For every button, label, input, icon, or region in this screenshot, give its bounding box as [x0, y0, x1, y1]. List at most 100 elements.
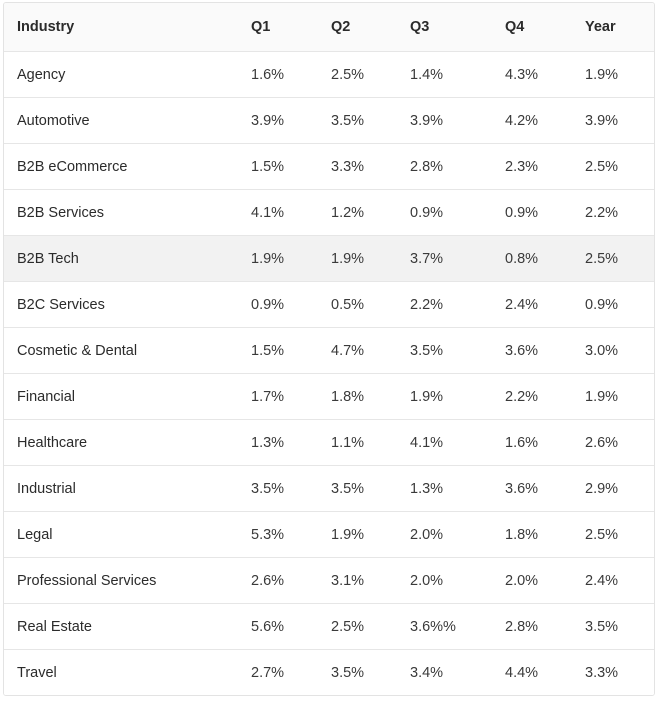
cell-industry: B2B Tech — [4, 235, 238, 282]
table-row: Healthcare 1.3% 1.1% 4.1% 1.6% 2.6% — [4, 419, 654, 466]
cell-q2: 2.5% — [318, 51, 397, 98]
table-row: Cosmetic & Dental 1.5% 4.7% 3.5% 3.6% 3.0% — [4, 327, 654, 374]
cell-q2: 2.5% — [318, 603, 397, 650]
cell-q3: 2.0% — [397, 511, 492, 558]
cell-q2: 3.5% — [318, 649, 397, 695]
table-row: B2B eCommerce 1.5% 3.3% 2.8% 2.3% 2.5% — [4, 143, 654, 190]
cell-q4: 2.0% — [492, 557, 572, 604]
industry-rates-table: Industry Q1 Q2 Q3 Q4 Year Agency 1.6% 2.5%… — [3, 2, 655, 696]
cell-q2: 3.3% — [318, 143, 397, 190]
cell-q4: 4.2% — [492, 97, 572, 144]
cell-q4: 2.2% — [492, 373, 572, 420]
cell-q3: 1.9% — [397, 373, 492, 420]
table-header: Industry Q1 Q2 Q3 Q4 Year — [4, 3, 654, 52]
cell-q4: 3.6% — [492, 327, 572, 374]
cell-q4: 2.8% — [492, 603, 572, 650]
cell-q1: 5.6% — [238, 603, 318, 650]
table-row: Real Estate 5.6% 2.5% 3.6%% 2.8% 3.5% — [4, 603, 654, 650]
table-body: Agency 1.6% 2.5% 1.4% 4.3% 1.9% Automotive 3.9%… — [4, 51, 654, 695]
header-q2: Q2 — [318, 3, 397, 52]
cell-q3: 4.1% — [397, 419, 492, 466]
cell-year: 2.5% — [572, 511, 654, 558]
cell-q1: 3.9% — [238, 97, 318, 144]
table-row: B2B Tech 1.9% 1.9% 3.7% 0.8% 2.5% — [4, 235, 654, 282]
cell-q2: 3.1% — [318, 557, 397, 604]
cell-year: 3.5% — [572, 603, 654, 650]
table-row: Industrial 3.5% 3.5% 1.3% 3.6% 2.9% — [4, 465, 654, 512]
cell-q4: 4.4% — [492, 649, 572, 695]
cell-year: 1.9% — [572, 373, 654, 420]
cell-q1: 3.5% — [238, 465, 318, 512]
cell-industry: Automotive — [4, 97, 238, 144]
cell-q1: 2.6% — [238, 557, 318, 604]
cell-q4: 0.8% — [492, 235, 572, 282]
cell-q4: 0.9% — [492, 189, 572, 236]
cell-industry: Travel — [4, 649, 238, 695]
table-row: Legal 5.3% 1.9% 2.0% 1.8% 2.5% — [4, 511, 654, 558]
cell-q3: 2.8% — [397, 143, 492, 190]
header-q3: Q3 — [397, 3, 492, 52]
table-row: B2B Services 4.1% 1.2% 0.9% 0.9% 2.2% — [4, 189, 654, 236]
table-row: Agency 1.6% 2.5% 1.4% 4.3% 1.9% — [4, 51, 654, 98]
cell-q1: 1.5% — [238, 143, 318, 190]
cell-q4: 1.8% — [492, 511, 572, 558]
cell-q3: 3.6%% — [397, 603, 492, 650]
cell-year: 2.4% — [572, 557, 654, 604]
data-table: Industry Q1 Q2 Q3 Q4 Year Agency 1.6% 2.5%… — [4, 3, 654, 695]
cell-q2: 1.2% — [318, 189, 397, 236]
cell-industry: Professional Services — [4, 557, 238, 604]
cell-q4: 2.4% — [492, 281, 572, 328]
table-row: Professional Services 2.6% 3.1% 2.0% 2.0% 2.4… — [4, 557, 654, 604]
header-q1: Q1 — [238, 3, 318, 52]
cell-q4: 4.3% — [492, 51, 572, 98]
cell-industry: B2C Services — [4, 281, 238, 328]
cell-q3: 3.4% — [397, 649, 492, 695]
header-industry: Industry — [4, 3, 238, 52]
cell-year: 1.9% — [572, 51, 654, 98]
table-row: B2C Services 0.9% 0.5% 2.2% 2.4% 0.9% — [4, 281, 654, 328]
cell-q2: 0.5% — [318, 281, 397, 328]
cell-q1: 1.6% — [238, 51, 318, 98]
cell-q2: 4.7% — [318, 327, 397, 374]
cell-industry: Real Estate — [4, 603, 238, 650]
cell-q4: 1.6% — [492, 419, 572, 466]
cell-q4: 3.6% — [492, 465, 572, 512]
cell-q3: 1.4% — [397, 51, 492, 98]
table-row: Automotive 3.9% 3.5% 3.9% 4.2% 3.9% — [4, 97, 654, 144]
cell-q1: 5.3% — [238, 511, 318, 558]
header-year: Year — [572, 3, 654, 52]
table-row: Travel 2.7% 3.5% 3.4% 4.4% 3.3% — [4, 649, 654, 695]
cell-q3: 3.5% — [397, 327, 492, 374]
header-row: Industry Q1 Q2 Q3 Q4 Year — [4, 3, 654, 52]
cell-year: 3.0% — [572, 327, 654, 374]
cell-industry: Legal — [4, 511, 238, 558]
cell-industry: Cosmetic & Dental — [4, 327, 238, 374]
table-row: Financial 1.7% 1.8% 1.9% 2.2% 1.9% — [4, 373, 654, 420]
cell-q2: 1.8% — [318, 373, 397, 420]
cell-q1: 4.1% — [238, 189, 318, 236]
cell-q3: 2.2% — [397, 281, 492, 328]
cell-industry: Agency — [4, 51, 238, 98]
cell-industry: Healthcare — [4, 419, 238, 466]
cell-industry: Financial — [4, 373, 238, 420]
cell-q3: 1.3% — [397, 465, 492, 512]
cell-year: 3.3% — [572, 649, 654, 695]
cell-q1: 1.3% — [238, 419, 318, 466]
cell-q1: 2.7% — [238, 649, 318, 695]
cell-q1: 0.9% — [238, 281, 318, 328]
cell-year: 0.9% — [572, 281, 654, 328]
cell-year: 2.6% — [572, 419, 654, 466]
cell-q3: 3.9% — [397, 97, 492, 144]
cell-year: 2.5% — [572, 235, 654, 282]
cell-industry: B2B eCommerce — [4, 143, 238, 190]
cell-q4: 2.3% — [492, 143, 572, 190]
cell-q3: 3.7% — [397, 235, 492, 282]
cell-q2: 1.9% — [318, 235, 397, 282]
cell-q1: 1.9% — [238, 235, 318, 282]
cell-q1: 1.7% — [238, 373, 318, 420]
cell-industry: Industrial — [4, 465, 238, 512]
cell-year: 2.9% — [572, 465, 654, 512]
cell-industry: B2B Services — [4, 189, 238, 236]
cell-q3: 0.9% — [397, 189, 492, 236]
cell-year: 3.9% — [572, 97, 654, 144]
